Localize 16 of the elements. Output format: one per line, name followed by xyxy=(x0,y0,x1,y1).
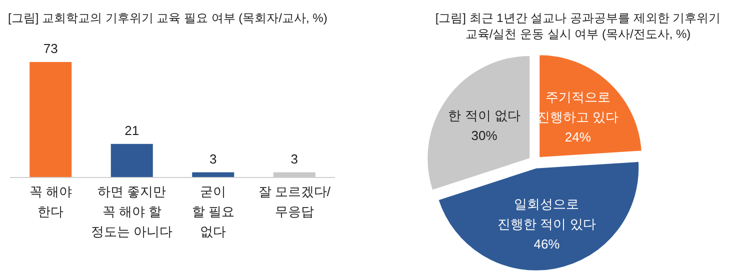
data-label: 24% xyxy=(564,129,592,144)
data-label: 3 xyxy=(290,151,298,166)
x-tick-label: 잘 모르겠다/ 무응답 xyxy=(258,184,331,219)
data-label: 30% xyxy=(471,128,498,144)
x-tick-label: 하면 좋지만 꼭 해야 할 정도는 아니다 xyxy=(91,184,173,239)
chart-title: [그림] 최근 1년간 설교나 공과공부를 제외한 기후위기 교육/실천 운동 실시 여부 (목사/전도사, %) xyxy=(435,11,721,41)
slice-label: 일회성으로 진행한 적이 있다 xyxy=(498,196,596,232)
data-label: 46% xyxy=(534,236,560,252)
slice-label: 주기적으로 진행하고 있다 xyxy=(537,89,619,124)
x-tick-label: 굳이 할 필요 없다 xyxy=(192,184,234,239)
data-label: 21 xyxy=(124,122,140,138)
data-label: 3 xyxy=(210,151,217,166)
data-label: 73 xyxy=(43,41,58,56)
slice-label: 한 적이 없다 xyxy=(448,108,520,124)
x-tick-label: 꼭 해야 한다 xyxy=(29,184,72,219)
chart-title: [그림] 교회학교의 기후위기 교육 필요 여부 (목회자/교사, %) xyxy=(8,11,328,25)
